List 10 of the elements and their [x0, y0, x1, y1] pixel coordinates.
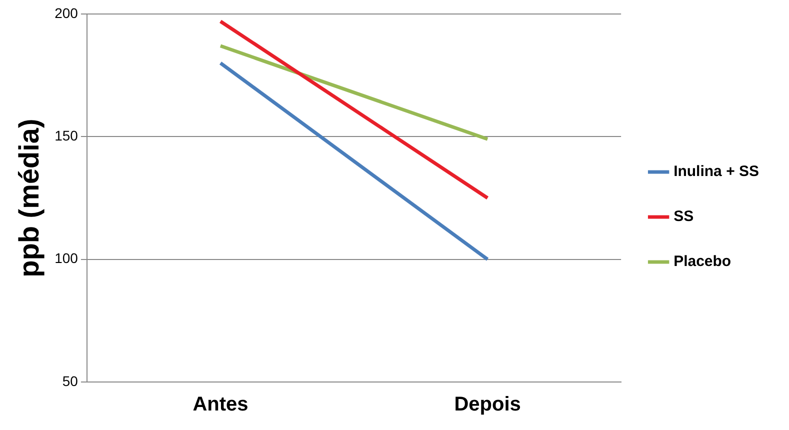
- y-tick-label: 200: [54, 4, 78, 21]
- y-axis-title: ppb (média): [14, 118, 45, 278]
- legend-label: Inulina + SS: [674, 163, 759, 180]
- x-tick-label: Depois: [454, 394, 521, 416]
- y-tick-label: 50: [62, 372, 78, 389]
- x-tick-label: Antes: [192, 394, 248, 416]
- legend-label: Placebo: [674, 253, 732, 270]
- y-tick-label: 100: [54, 250, 78, 266]
- legend-label: SS: [674, 208, 694, 226]
- y-tick-label: 150: [54, 128, 78, 144]
